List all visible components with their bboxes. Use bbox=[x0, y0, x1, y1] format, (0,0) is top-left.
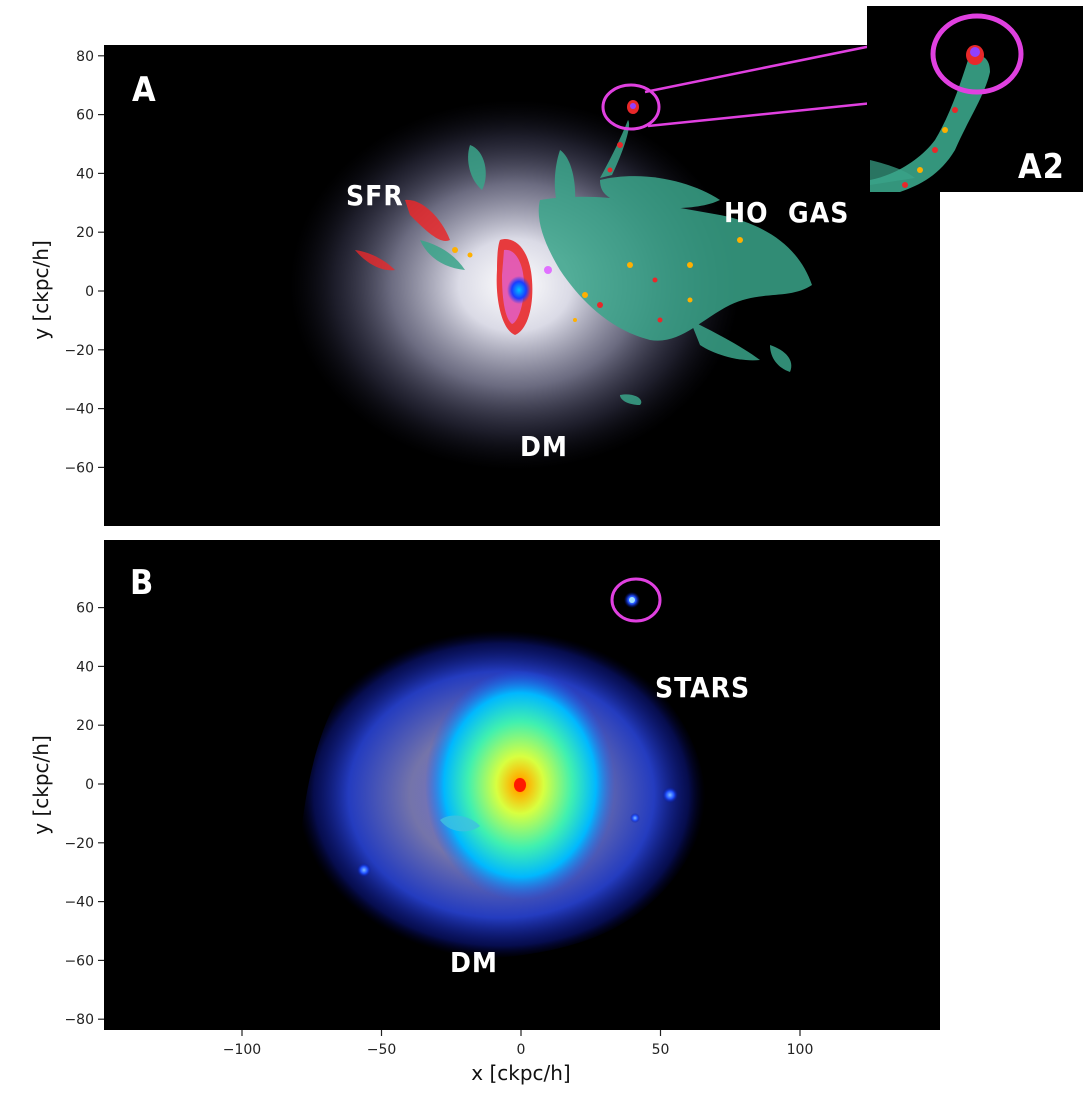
panel-b-y-tick-label: −80 bbox=[64, 1012, 94, 1028]
panel-a-y-axis: 80 60 40 20 0 −20 −40 −60 bbox=[64, 49, 104, 476]
panel-a-highlight-circle bbox=[601, 83, 661, 131]
inset-highlight-circle bbox=[930, 13, 1024, 95]
panel-a-y-tick-label: −40 bbox=[64, 402, 94, 418]
panel-a-y-tick-label: 40 bbox=[76, 166, 94, 182]
panel-a-y-axis-label: y [ckpc/h] bbox=[29, 240, 53, 339]
panel-a-y-tick-label: −20 bbox=[64, 343, 94, 359]
panel-b-x-tick-label: 0 bbox=[517, 1042, 526, 1058]
panel-b-y-tick-label: −40 bbox=[64, 895, 94, 911]
panel-b-annotation-stars: STARS bbox=[655, 671, 750, 704]
panel-b-x-axis-label: x [ckpc/h] bbox=[471, 1061, 570, 1085]
inset-label: A2 bbox=[1018, 147, 1065, 187]
panel-b-annotation-dm: DM bbox=[450, 946, 498, 979]
panel-a-label: A bbox=[132, 70, 157, 110]
panel-b-y-tick-label: 20 bbox=[76, 718, 94, 734]
panel-a-y-tick-label: 60 bbox=[76, 108, 94, 124]
panel-b-satellite bbox=[630, 813, 640, 823]
panel-b-x-axis: −100 −50 0 50 100 bbox=[223, 1030, 814, 1058]
inset-a2: A2 bbox=[867, 6, 1083, 192]
panel-b-x-tick-label: 50 bbox=[652, 1042, 670, 1058]
panel-a-hot-gas bbox=[420, 120, 812, 405]
panel-b-y-tick-label: 60 bbox=[76, 601, 94, 617]
panel-b-y-tick-label: −60 bbox=[64, 953, 94, 969]
panel-b-y-tick-label: 0 bbox=[85, 777, 94, 793]
panel-b-highlight-circle bbox=[610, 577, 662, 623]
panel-a-y-tick-label: −60 bbox=[64, 460, 94, 476]
panel-a-annotation-dm: DM bbox=[520, 430, 568, 463]
panel-a-y-tick-label: 20 bbox=[76, 225, 94, 241]
panel-a-annotation-gas: HO GAS bbox=[724, 196, 849, 229]
panel-b-y-axis-label: y [ckpc/h] bbox=[29, 735, 53, 834]
panel-b-label: B bbox=[130, 563, 154, 603]
panel-a-core bbox=[507, 276, 531, 304]
panel-b-satellite bbox=[357, 863, 371, 877]
panel-a-annotation-sfr: SFR bbox=[346, 179, 404, 212]
panel-b-y-axis: 60 40 20 0 −20 −40 −60 −80 bbox=[64, 601, 104, 1028]
panel-b-x-tick-label: −100 bbox=[223, 1042, 261, 1058]
panel-b-x-tick-label: 100 bbox=[787, 1042, 814, 1058]
panel-a: 80 60 40 20 0 −20 −40 −60 y [ckpc/h] A SFR HO G… bbox=[29, 45, 940, 526]
panel-b-y-tick-label: 40 bbox=[76, 659, 94, 675]
panel-b-satellite bbox=[662, 787, 678, 803]
panel-b: 60 40 20 0 −20 −40 −60 −80 −100 −50 0 50 100 y [ckp… bbox=[29, 540, 940, 1085]
panel-a-y-tick-label: 0 bbox=[85, 284, 94, 300]
panel-b-y-tick-label: −20 bbox=[64, 836, 94, 852]
panel-a-y-tick-label: 80 bbox=[76, 49, 94, 65]
panel-b-x-tick-label: −50 bbox=[367, 1042, 397, 1058]
